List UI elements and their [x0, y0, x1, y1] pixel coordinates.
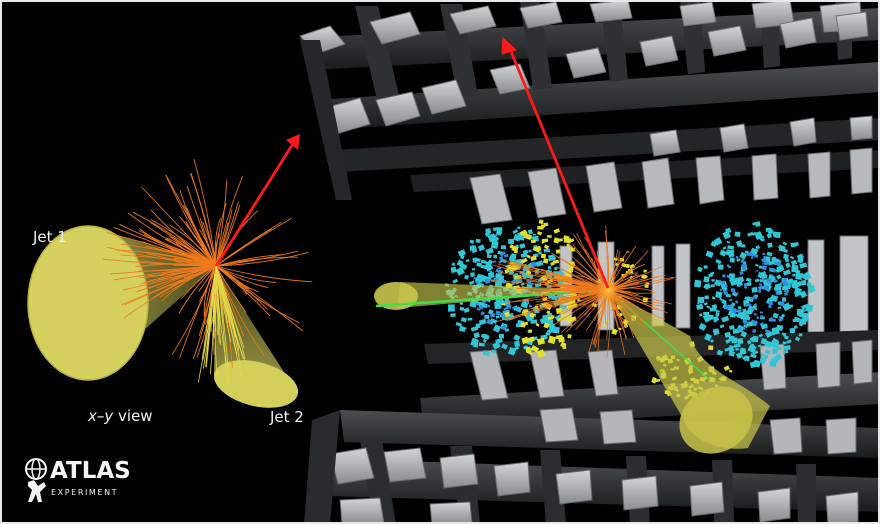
view-word-text: view	[113, 407, 153, 425]
jet-2-label: Jet 2	[270, 408, 304, 426]
missing-energy-arrow-3d	[506, 43, 610, 289]
3d-event-view	[374, 36, 770, 454]
jet-1-disk	[28, 226, 148, 380]
atlas-logo: ATLAS EXPERIMENT	[22, 456, 132, 506]
atlas-logo-icon	[25, 458, 47, 502]
logo-subtitle: EXPERIMENT	[51, 488, 119, 497]
view-label: x–y view	[88, 407, 153, 425]
xy-event-view	[27, 134, 313, 408]
detector-structure	[299, 0, 880, 524]
jet-2-disk	[213, 360, 299, 408]
jet-1-label: Jet 1	[33, 228, 67, 246]
logo-name: ATLAS	[50, 458, 131, 484]
missing-energy-arrow-xy	[214, 141, 296, 267]
view-axis-text: x–y	[88, 407, 114, 425]
